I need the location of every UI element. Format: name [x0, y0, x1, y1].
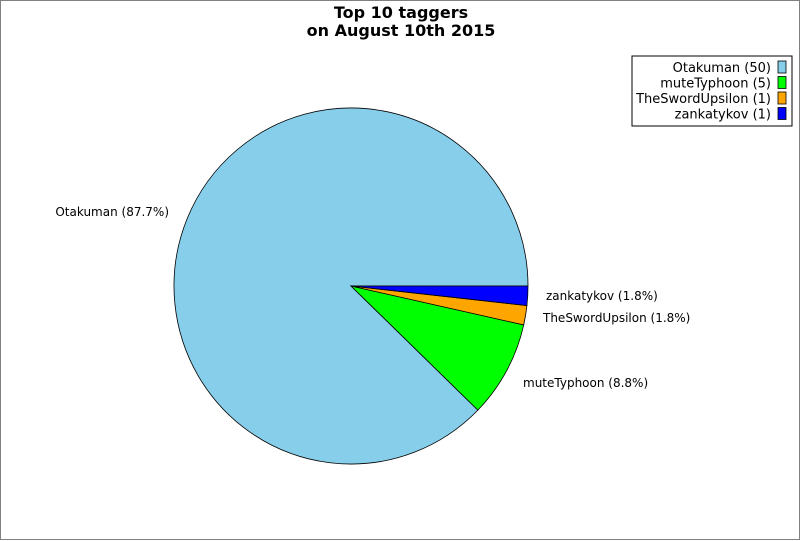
- legend-label-mutetyphoon: muteTyphoon (5): [660, 77, 771, 92]
- legend-label-otakuman: Otakuman (50): [673, 61, 771, 76]
- chart-title: Top 10 taggers: [334, 3, 468, 22]
- legend-swatch-zankatykov: [777, 107, 787, 120]
- chart-subtitle: on August 10th 2015: [307, 21, 496, 40]
- legend-box: [631, 55, 793, 127]
- legend-label-theswordupsilon: TheSwordUpsilon (1): [635, 92, 771, 107]
- legend: Otakuman (50)muteTyphoon (5)TheSwordUpsi…: [631, 55, 793, 127]
- legend-swatch-theswordupsilon: [777, 91, 787, 105]
- slice-label-mutetyphoon: muteTyphoon (8.8%): [523, 376, 648, 390]
- legend-swatch-mutetyphoon: [777, 76, 787, 89]
- legend-swatch-otakuman: [777, 60, 787, 74]
- slice-label-otakuman: Otakuman (87.7%): [55, 205, 169, 219]
- pie-slice-mutetyphoon: [349, 285, 525, 411]
- slice-labels: Otakuman (87.7%) muteTyphoon (8.8%) TheSwo…: [55, 205, 690, 390]
- pie-slice-zankatykov: [350, 285, 529, 307]
- pie-slices: [173, 107, 529, 465]
- legend-label-zankatykov: zankatykov (1): [675, 108, 771, 123]
- slice-label-zankatykov: zankatykov (1.8%): [546, 289, 658, 303]
- slice-label-theswordupsilon: TheSwordUpsilon (1.8%): [542, 311, 690, 325]
